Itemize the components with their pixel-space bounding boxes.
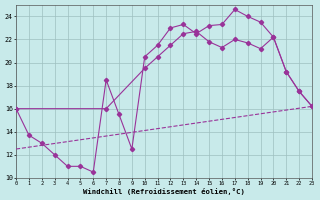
X-axis label: Windchill (Refroidissement éolien,°C): Windchill (Refroidissement éolien,°C): [83, 188, 245, 195]
